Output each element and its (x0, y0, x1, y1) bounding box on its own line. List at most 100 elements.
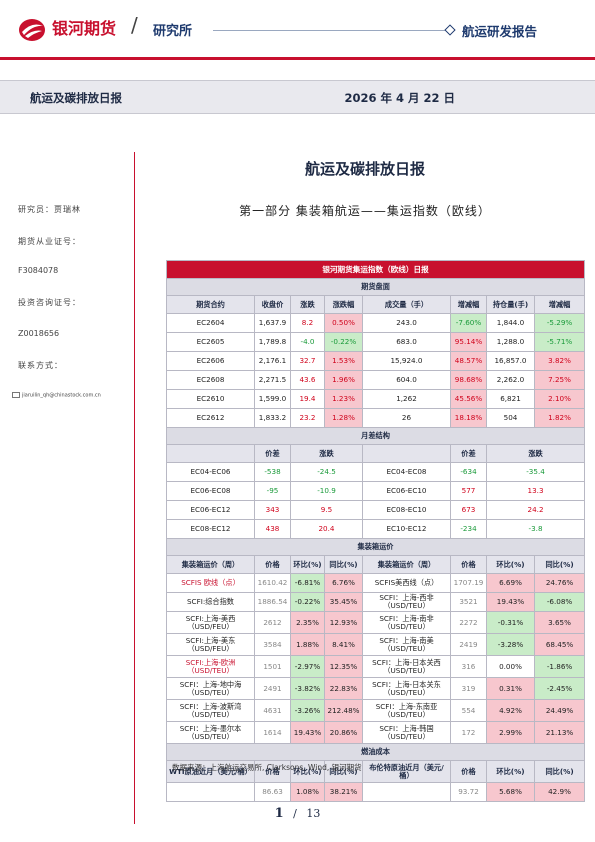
advisory-label: 投资咨询证号： (18, 298, 81, 307)
wow-cell: -2.97% (290, 655, 325, 678)
page-total: 13 (306, 807, 321, 820)
route-cell: SCFI:上海-美东（USD/FEU） (166, 633, 255, 656)
yoy-cell: 24.76% (533, 573, 586, 593)
volume-pct-cell: 45.56% (450, 389, 487, 409)
header-row: 集装箱运价（周） 价格 环比(%) 同比(%) 集装箱运价（周） 价格 环比(%) 同比(%) (166, 555, 586, 574)
header-rule (213, 30, 447, 31)
wow-cell: 0.00% (486, 655, 535, 678)
price-cell: 86.63 (254, 782, 291, 802)
freight-row: SCFI：上海-墨尔本（USD/TEU） 1614 19.43% 20.86% SCFI… (166, 721, 586, 744)
wow-cell: -3.82% (290, 677, 325, 700)
route-cell: SCFI:上海-欧洲（USD/TEU） (166, 655, 255, 678)
column-header: 环比(%) (290, 555, 325, 574)
close-cell: 2,176.1 (254, 351, 291, 371)
spread-value-cell: 438 (254, 519, 291, 539)
close-cell: 1,833.2 (254, 408, 291, 428)
column-header: 成交量（手） (362, 295, 451, 314)
column-header (166, 444, 255, 463)
price-cell: 1707.19 (450, 573, 487, 593)
column-header: 同比(%) (324, 555, 363, 574)
page-header: 银河期货 / 研究所 航运研发报告 (0, 0, 595, 62)
price-cell: 1886.54 (254, 592, 291, 612)
page-current: 1 (274, 806, 284, 821)
route-cell: SCFI：上海-西非（USD/TEU） (362, 592, 451, 612)
wow-cell: -3.28% (486, 633, 535, 656)
freight-row: SCFI:综合指数 1886.54 -0.22% 35.45% SCFI：上海-西非（U… (166, 592, 586, 612)
column-header: 集装箱运价（周） (362, 555, 451, 574)
spread-value-cell: -95 (254, 481, 291, 501)
price-cell: 4631 (254, 699, 291, 722)
page-sep: / (293, 807, 297, 820)
change-cell: 43.6 (290, 370, 325, 390)
table-title-row: 银河期货集运指数（欧线）日报 (165, 260, 586, 279)
spread-row: EC06-EC08 -95 -10.9 EC06-EC10 577 13.3 (166, 481, 586, 501)
price-cell: 3521 (450, 592, 487, 612)
oi-pct-cell: 2.10% (533, 389, 586, 409)
contract-cell: EC2605 (166, 332, 255, 352)
futures-row: EC2610 1,599.0 19.4 1.23% 1,262 45.56% 6,821 2.… (166, 389, 586, 409)
price-cell: 1614 (254, 721, 291, 744)
change-pct-cell: 1.23% (324, 389, 363, 409)
wow-cell: 19.43% (290, 721, 325, 744)
wow-cell: 0.31% (486, 677, 535, 700)
spread-name-cell: EC10-EC12 (362, 519, 451, 539)
fuel-label-cell (166, 782, 255, 802)
column-header: 期货合约 (166, 295, 255, 314)
oi-pct-cell: 7.25% (533, 370, 586, 390)
change-cell: 23.2 (290, 408, 325, 428)
column-header: 环比(%) (486, 555, 535, 574)
freight-row: SCFI:上海-美东（USD/FEU） 3584 1.88% 8.41% SCFI：上海… (166, 633, 586, 656)
section-row: 集装箱运价 (165, 538, 586, 556)
price-cell: 554 (450, 699, 487, 722)
fuel-row: 86.63 1.08% 38.21% 93.72 5.68% 42.9% (166, 782, 586, 802)
data-source: 数据来源：上海航运交易所, Clarksons, Wind, 银河期货 (172, 763, 362, 772)
galaxy-logo-icon (19, 19, 45, 41)
title-band: 航运及碳排放日报 2026 年 4 月 22 日 (0, 80, 595, 114)
route-cell: SCFI：上海-墨尔本（USD/TEU） (166, 721, 255, 744)
column-header: 涨跌 (485, 444, 586, 463)
column-header: 布伦特原油近月（美元/桶） (362, 760, 451, 783)
price-cell: 172 (450, 721, 487, 744)
column-header: 涨跌 (290, 444, 363, 463)
section-row: 月差结构 (165, 427, 586, 445)
wow-cell: -0.31% (486, 611, 535, 634)
page-number: 1 / 13 (0, 806, 595, 821)
wow-cell: 1.08% (290, 782, 325, 802)
column-header: 集装箱运价（周） (166, 555, 255, 574)
spread-value-cell: 673 (450, 500, 487, 520)
spread-name-cell: EC06-EC12 (166, 500, 255, 520)
route-cell: SCFIS 欧线（点） (166, 573, 255, 593)
price-cell: 319 (450, 677, 487, 700)
header-row: 期货合约 收盘价 涨跌 涨跌幅 成交量（手） 增减幅 持仓量(手) 增减幅 (166, 295, 586, 314)
route-cell: SCFI:综合指数 (166, 592, 255, 612)
route-cell: SCFI：上海-韩国（USD/TEU） (362, 721, 451, 744)
oi-cell: 504 (486, 408, 535, 428)
futures-row: EC2608 2,271.5 43.6 1.96% 604.0 98.68% 2,262.0… (166, 370, 586, 390)
yoy-cell: -2.45% (533, 677, 586, 700)
sidebar-divider (134, 152, 135, 824)
email-link[interactable]: jiaruilin_qh@chinastock.com.cn (22, 392, 101, 399)
brand-name: 银河期货 (52, 19, 117, 38)
spread-name-cell: EC08-EC12 (166, 519, 255, 539)
yoy-cell: 8.41% (324, 633, 363, 656)
oi-pct-cell: -5.29% (533, 313, 586, 333)
yoy-cell: 24.49% (533, 699, 586, 722)
spread-value-cell: -538 (254, 462, 291, 482)
column-header: 价差 (450, 444, 487, 463)
change-cell: 32.7 (290, 351, 325, 371)
email-row[interactable]: jiaruilin_qh@chinastock.com.cn (12, 392, 101, 399)
yoy-cell: 68.45% (533, 633, 586, 656)
contract-cell: EC2612 (166, 408, 255, 428)
change-pct-cell: 1.53% (324, 351, 363, 371)
wow-cell: -0.22% (290, 592, 325, 612)
price-cell: 316 (450, 655, 487, 678)
route-cell: SCFI：上海-日本关东（USD/TEU） (362, 677, 451, 700)
oi-pct-cell: 1.82% (533, 408, 586, 428)
wow-cell: -3.26% (290, 699, 325, 722)
contact-label: 联系方式： (18, 361, 63, 370)
change-cell: 19.4 (290, 389, 325, 409)
spread-value-cell: 577 (450, 481, 487, 501)
price-cell: 2272 (450, 611, 487, 634)
spread-change-cell: -24.5 (290, 462, 363, 482)
wow-cell: 19.43% (486, 592, 535, 612)
